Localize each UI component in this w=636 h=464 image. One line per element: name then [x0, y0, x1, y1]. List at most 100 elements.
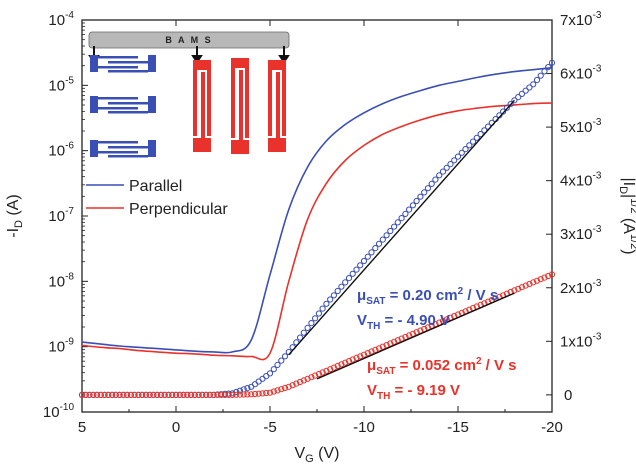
sqrt-marker-perpendicular: [236, 391, 243, 398]
sqrt-marker-perpendicular: [116, 391, 123, 398]
sqrt-marker-perpendicular: [154, 391, 161, 398]
sqrt-marker-perpendicular: [187, 391, 195, 398]
sqrt-marker-parallel: [278, 357, 285, 364]
sqrt-marker-parallel: [259, 375, 266, 382]
sqrt-marker-perpendicular: [131, 391, 138, 398]
sqrt-marker-parallel: [447, 161, 454, 168]
sqrt-marker-perpendicular: [387, 340, 394, 347]
sqrt-marker-perpendicular: [161, 391, 168, 398]
sqrt-marker-perpendicular: [90, 391, 97, 398]
sqrt-marker-perpendicular: [203, 391, 210, 398]
sqrt-marker-parallel: [357, 262, 364, 269]
sqrt-marker-perpendicular: [240, 391, 247, 398]
series-line-perpendicular: [81, 102, 553, 361]
sqrt-marker-perpendicular: [165, 391, 172, 398]
sqrt-marker-parallel: [266, 370, 274, 377]
sqrt-marker-perpendicular: [214, 391, 221, 398]
sqrt-marker-parallel: [462, 146, 469, 153]
sqrt-marker-perpendicular: [330, 364, 337, 371]
sqrt-marker-parallel: [297, 334, 304, 341]
sqrt-marker-parallel: [323, 300, 330, 307]
sqrt-marker-parallel: [413, 197, 420, 205]
sqrt-marker-perpendicular: [518, 284, 526, 291]
sqrt-marker-parallel: [454, 153, 462, 160]
sqrt-marker-parallel: [443, 164, 450, 171]
svg-text:μSAT = 0.052 cm2 / V s: μSAT = 0.052 cm2 / V s: [367, 356, 517, 377]
sqrt-marker-perpendicular: [259, 390, 266, 397]
x-axis-title: VG (V): [294, 445, 339, 464]
sqrt-marker-perpendicular: [139, 391, 146, 398]
sqrt-marker-perpendicular: [398, 335, 405, 342]
sqrt-marker-parallel: [334, 287, 341, 295]
series-layer: [78, 59, 556, 398]
annotation-vth-perpendicular: VTH = - 9.19 V: [367, 382, 460, 402]
sqrt-marker-parallel: [353, 266, 360, 273]
y-left-axis-ticks: 10-10 10-9 10-8 10-7 10-6 10-5 10-4: [43, 10, 88, 421]
y-left-tick-label: 10-4: [48, 10, 74, 29]
y-right-axis-ticks: 0 1x10-3 2x10-3 3x10-3 4x10-3 5x10-3 6x10-3 7x1…: [546, 10, 602, 404]
sqrt-marker-parallel: [530, 81, 537, 88]
sqrt-marker-perpendicular: [372, 346, 379, 353]
sqrt-marker-parallel: [436, 172, 443, 179]
x-tick-label: 5: [78, 419, 86, 436]
sqrt-marker-perpendicular: [289, 382, 296, 389]
sqrt-marker-perpendicular: [109, 391, 116, 398]
sqrt-marker-perpendicular: [357, 353, 364, 360]
perpendicular-electrode-icon: [193, 58, 286, 154]
sqrt-marker-parallel: [281, 353, 289, 360]
sqrt-marker-parallel: [372, 245, 379, 252]
sqrt-marker-parallel: [251, 381, 259, 388]
sqrt-marker-parallel: [469, 138, 477, 145]
sqrt-marker-perpendicular: [225, 391, 232, 398]
device-inset-schematic: B A M S: [88, 31, 290, 158]
sqrt-marker-perpendicular: [206, 391, 213, 398]
sqrt-marker-parallel: [511, 97, 518, 104]
svg-text:VTH = - 4.90 V: VTH = - 4.90 V: [357, 312, 450, 332]
sqrt-marker-perpendicular: [285, 383, 292, 390]
sqrt-marker-perpendicular: [278, 386, 285, 393]
sqrt-marker-perpendicular: [308, 374, 315, 381]
sqrt-marker-perpendicular: [297, 378, 304, 386]
sqrt-marker-perpendicular: [368, 348, 375, 355]
sqrt-marker-parallel: [421, 189, 428, 196]
sqrt-marker-parallel: [315, 310, 322, 317]
sqrt-marker-parallel: [473, 134, 480, 141]
sqrt-marker-parallel: [338, 283, 345, 290]
sqrt-marker-perpendicular: [270, 388, 277, 395]
svg-text:VTH = - 9.19 V: VTH = - 9.19 V: [367, 382, 460, 402]
sqrt-marker-perpendicular: [379, 343, 386, 350]
legend: Parallel Perpendicular: [86, 178, 228, 218]
sqrt-marker-parallel: [439, 168, 447, 175]
sqrt-marker-perpendicular: [533, 277, 541, 284]
sqrt-marker-perpendicular: [375, 345, 383, 352]
sqrt-marker-perpendicular: [323, 367, 330, 374]
sqrt-marker-perpendicular: [127, 391, 134, 398]
y-left-tick-label: 10-7: [48, 206, 74, 225]
sqrt-marker-parallel: [466, 142, 473, 149]
sqrt-marker-perpendicular: [105, 391, 112, 398]
sqrt-marker-parallel: [406, 206, 413, 213]
sqrt-marker-perpendicular: [394, 337, 401, 344]
svg-text:μSAT = 0.20 cm2 / V s: μSAT = 0.20 cm2 / V s: [357, 286, 498, 307]
sqrt-marker-perpendicular: [364, 350, 371, 357]
sqrt-marker-perpendicular: [548, 271, 556, 278]
sqrt-marker-perpendicular: [124, 391, 131, 398]
x-tick-label: -20: [541, 419, 563, 436]
sqrt-marker-parallel: [507, 101, 514, 108]
sqrt-marker-parallel: [526, 84, 533, 91]
annotation-mu-perpendicular: μSAT = 0.052 cm2 / V s: [367, 356, 517, 377]
sqrt-marker-parallel: [330, 292, 337, 299]
sqrt-marker-parallel: [379, 236, 386, 243]
y-left-tick-label: 10-8: [48, 271, 74, 290]
sqrt-marker-perpendicular: [191, 391, 198, 398]
sqrt-marker-perpendicular: [135, 391, 142, 398]
fit-line-parallel: [288, 99, 515, 356]
bams-label: B A M S: [165, 35, 212, 45]
sqrt-marker-perpendicular: [391, 338, 398, 345]
sqrt-marker-parallel: [458, 149, 465, 156]
sqrt-marker-parallel: [477, 131, 484, 138]
sqrt-marker-perpendicular: [345, 358, 353, 365]
sqrt-marker-perpendicular: [274, 387, 281, 394]
sqrt-marker-perpendicular: [233, 391, 240, 398]
sqrt-marker-parallel: [394, 219, 401, 226]
